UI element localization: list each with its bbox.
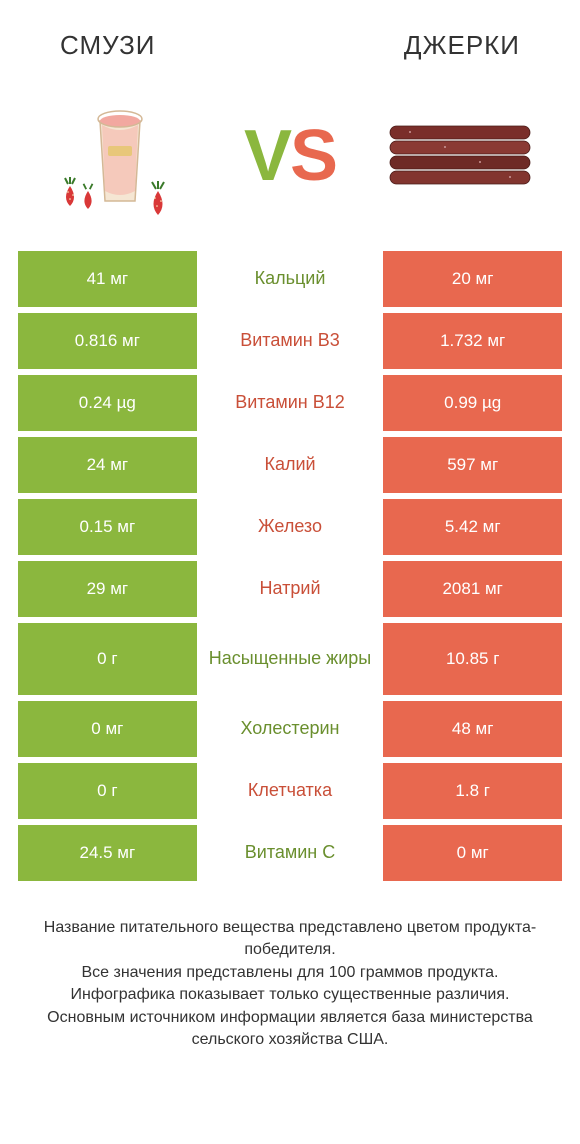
table-row: 0.24 µgВитамин B120.99 µg [18, 375, 562, 431]
vs-v: V [244, 116, 290, 196]
right-value-cell: 1.732 мг [383, 313, 562, 369]
table-row: 0 гНасыщенные жиры10.85 г [18, 623, 562, 695]
table-row: 24.5 мгВитамин C0 мг [18, 825, 562, 881]
nutrient-label: Натрий [197, 561, 384, 617]
vs-label: VS [244, 115, 336, 197]
right-product-title: Джерки [404, 30, 520, 61]
nutrient-label: Кальций [197, 251, 384, 307]
footer-line: Название питательного вещества представл… [30, 917, 550, 962]
left-product-title: Смузи [60, 30, 155, 61]
right-value-cell: 20 мг [383, 251, 562, 307]
left-value-cell: 0 г [18, 763, 197, 819]
right-value-cell: 48 мг [383, 701, 562, 757]
footer-line: Основным источником информации является … [30, 1007, 550, 1052]
left-value-cell: 41 мг [18, 251, 197, 307]
hero-row: VS [0, 71, 580, 251]
right-value-cell: 5.42 мг [383, 499, 562, 555]
right-value-cell: 1.8 г [383, 763, 562, 819]
table-row: 0.816 мгВитамин B31.732 мг [18, 313, 562, 369]
nutrient-label: Калий [197, 437, 384, 493]
nutrient-label: Витамин B3 [197, 313, 384, 369]
table-row: 29 мгНатрий2081 мг [18, 561, 562, 617]
jerky-image [380, 91, 540, 221]
footer-text: Название питательного вещества представл… [0, 887, 580, 1071]
footer-line: Инфографика показывает только существенн… [30, 984, 550, 1006]
left-value-cell: 0.816 мг [18, 313, 197, 369]
right-value-cell: 2081 мг [383, 561, 562, 617]
left-value-cell: 0 г [18, 623, 197, 695]
header: Смузи Джерки [0, 0, 580, 71]
table-row: 41 мгКальций20 мг [18, 251, 562, 307]
footer-line: Все значения представлены для 100 граммо… [30, 962, 550, 984]
left-value-cell: 29 мг [18, 561, 197, 617]
nutrient-label: Витамин C [197, 825, 384, 881]
right-value-cell: 0.99 µg [383, 375, 562, 431]
nutrient-label: Клетчатка [197, 763, 384, 819]
right-value-cell: 0 мг [383, 825, 562, 881]
left-value-cell: 24 мг [18, 437, 197, 493]
table-row: 0 мгХолестерин48 мг [18, 701, 562, 757]
left-value-cell: 0.24 µg [18, 375, 197, 431]
comparison-table: 41 мгКальций20 мг 0.816 мгВитамин B31.732… [0, 251, 580, 887]
nutrient-label: Холестерин [197, 701, 384, 757]
nutrient-label: Витамин B12 [197, 375, 384, 431]
nutrient-label: Насыщенные жиры [197, 623, 384, 695]
right-value-cell: 10.85 г [383, 623, 562, 695]
left-value-cell: 0 мг [18, 701, 197, 757]
left-value-cell: 0.15 мг [18, 499, 197, 555]
left-value-cell: 24.5 мг [18, 825, 197, 881]
right-value-cell: 597 мг [383, 437, 562, 493]
vs-s: S [290, 116, 336, 196]
table-row: 24 мгКалий597 мг [18, 437, 562, 493]
smoothie-image [40, 91, 200, 221]
nutrient-label: Железо [197, 499, 384, 555]
table-row: 0 гКлетчатка1.8 г [18, 763, 562, 819]
table-row: 0.15 мгЖелезо5.42 мг [18, 499, 562, 555]
